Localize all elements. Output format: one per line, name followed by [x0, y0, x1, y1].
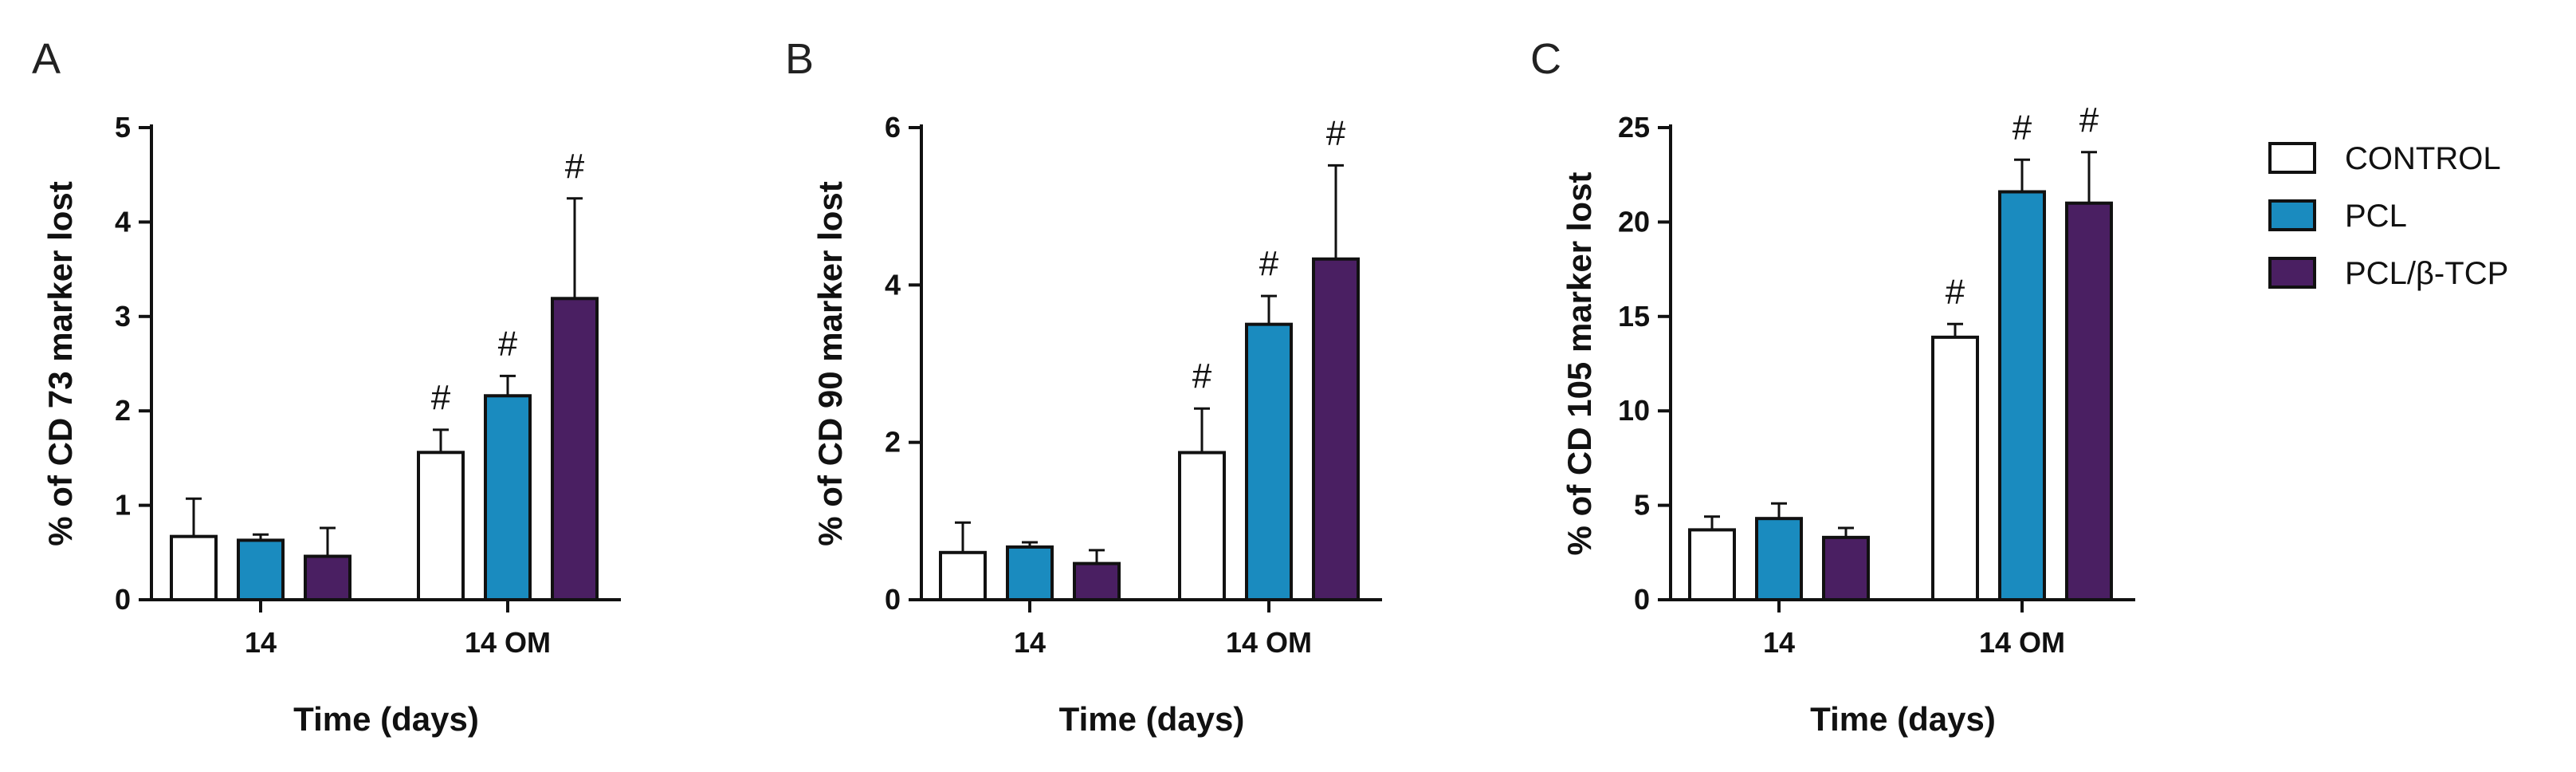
y-axis-title: % of CD 73 marker lost — [41, 181, 79, 546]
legend-item-control: CONTROL — [2268, 141, 2501, 176]
y-tick-label: 5 — [1634, 489, 1650, 522]
legend-swatch — [2268, 257, 2316, 289]
bar-control — [939, 550, 987, 601]
bar-control — [1688, 528, 1736, 601]
significance-mark: # — [1192, 356, 1212, 396]
y-tick-label: 0 — [885, 583, 901, 616]
significance-mark: # — [498, 324, 518, 363]
legend-label: CONTROL — [2345, 141, 2501, 176]
bar-pcl — [1006, 545, 1054, 601]
x-tick-label: 14 OM — [465, 626, 551, 659]
y-axis-title: % of CD 90 marker lost — [811, 181, 849, 546]
bar-pcl — [1245, 322, 1293, 601]
x-axis-title: Time (days) — [1810, 700, 1996, 738]
y-tick-label: 4 — [885, 268, 901, 301]
bar-control — [417, 451, 465, 602]
y-tick-label: 0 — [1634, 583, 1650, 616]
y-tick-label: 25 — [1618, 111, 1650, 144]
y-tick-label: 0 — [115, 583, 131, 616]
x-tick-label: 14 OM — [1979, 626, 2065, 659]
bar-pcl-btcp — [1822, 535, 1870, 602]
x-tick-label: 14 — [1763, 626, 1795, 659]
y-tick-label: 6 — [885, 111, 901, 144]
chart-panel-c: C 0 5 10 15 20 25 14 14 OM # # # Time (days) % of CD … — [1530, 35, 2135, 738]
x-tick-label: 14 — [1014, 626, 1046, 659]
x-tick-label: 14 OM — [1226, 626, 1312, 659]
legend: CONTROL PCL PCL/β-TCP — [2268, 141, 2508, 291]
panel-label: A — [32, 35, 61, 83]
bar-pcl-btcp — [304, 554, 351, 602]
bar-control — [170, 534, 218, 601]
bar-pcl — [237, 538, 285, 602]
bar-control — [1931, 335, 1979, 601]
y-tick-label: 10 — [1618, 394, 1650, 427]
legend-item-pcl: PCL — [2268, 199, 2407, 234]
legend-item-pcl-btcp: PCL/β-TCP — [2268, 256, 2508, 291]
significance-mark: # — [2079, 100, 2099, 140]
bar-control — [1178, 451, 1226, 602]
bar-pcl — [1998, 190, 2046, 601]
y-tick-label: 3 — [115, 300, 131, 333]
bar-pcl — [484, 394, 532, 602]
bar-pcl — [1755, 517, 1803, 602]
y-tick-label: 20 — [1618, 205, 1650, 238]
y-axis-title: % of CD 105 marker lost — [1561, 172, 1598, 556]
y-tick-label: 5 — [115, 111, 131, 144]
legend-label: PCL/β-TCP — [2345, 256, 2508, 291]
chart-panel-b: B 0 2 4 6 14 14 OM # # # Time (days) % of CD 90 mar… — [785, 35, 1382, 738]
bar-pcl-btcp — [551, 297, 599, 601]
significance-mark: # — [1326, 113, 1346, 152]
significance-mark: # — [1259, 244, 1279, 283]
panel-label: C — [1530, 35, 1561, 83]
y-tick-label: 2 — [885, 426, 901, 459]
x-axis-title: Time (days) — [293, 700, 479, 738]
legend-swatch — [2268, 142, 2316, 174]
chart-panel-a: A 0 1 2 3 4 5 14 14 OM # # # Time (days) % of CD 73 m… — [32, 35, 621, 738]
legend-label: PCL — [2345, 199, 2407, 234]
legend-swatch — [2268, 199, 2316, 231]
x-axis-title: Time (days) — [1059, 700, 1245, 738]
bar-pcl-btcp — [1312, 257, 1360, 601]
bar-pcl-btcp — [2065, 201, 2113, 601]
x-tick-label: 14 — [245, 626, 277, 659]
panel-label: B — [785, 35, 814, 83]
significance-mark: # — [2012, 108, 2032, 147]
y-tick-label: 4 — [115, 205, 131, 238]
bar-pcl-btcp — [1073, 561, 1121, 602]
significance-mark: # — [565, 147, 585, 186]
significance-mark: # — [431, 378, 451, 417]
y-tick-label: 2 — [115, 394, 131, 427]
y-tick-label: 1 — [115, 489, 131, 522]
y-tick-label: 15 — [1618, 300, 1650, 333]
significance-mark: # — [1946, 272, 1965, 311]
